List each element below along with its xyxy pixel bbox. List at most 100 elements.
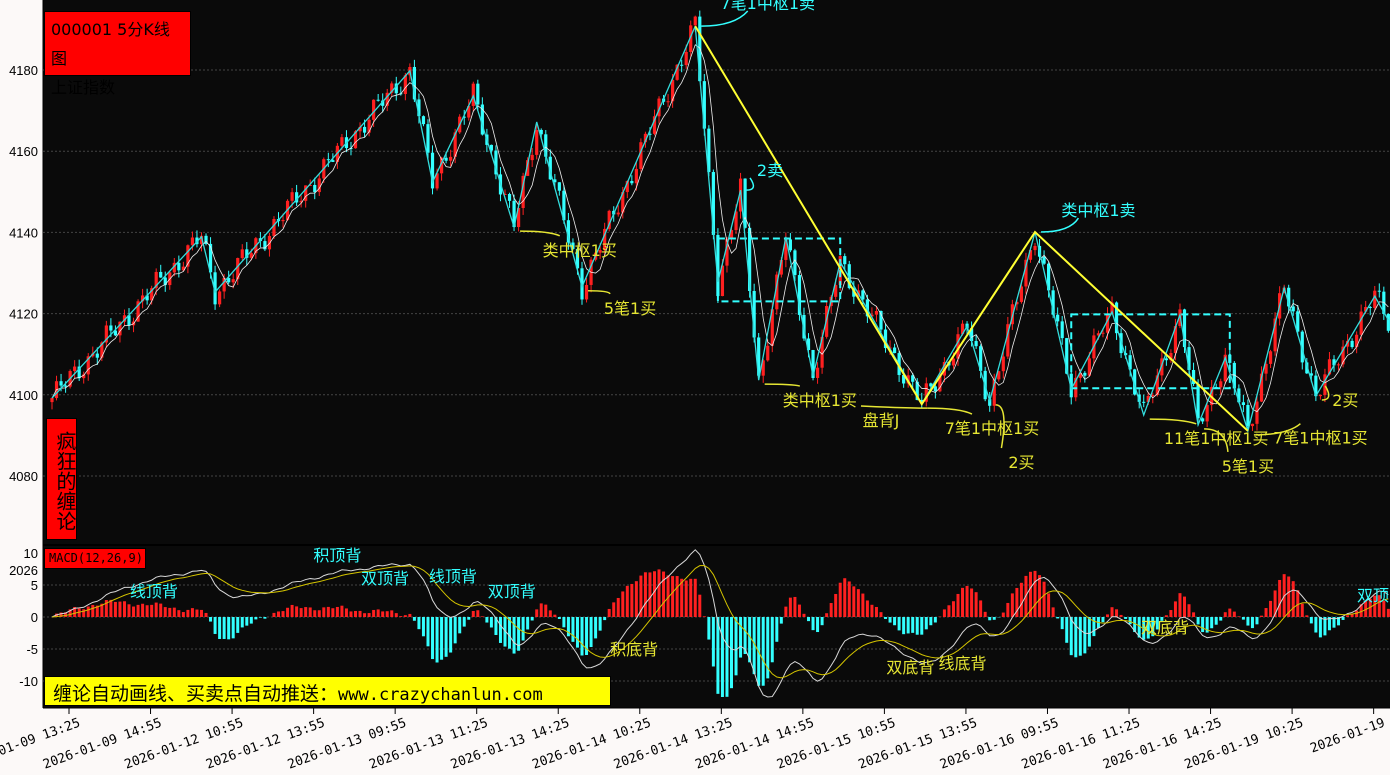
macd-bar xyxy=(1296,590,1300,617)
divergence-label: 双顶背 xyxy=(361,569,409,588)
macd-bar xyxy=(988,617,992,621)
macd-bar xyxy=(684,580,688,617)
signal-label-arrow xyxy=(1321,385,1330,401)
macd-bar xyxy=(1201,617,1205,633)
candle-body xyxy=(797,275,802,315)
divergence-label: 线顶背 xyxy=(429,567,477,586)
signal-label-arrow xyxy=(995,404,1005,449)
candle-body xyxy=(1377,290,1381,292)
candle-body xyxy=(1345,340,1350,347)
macd-bar xyxy=(412,617,416,621)
macd-bar xyxy=(376,609,380,617)
candle-body xyxy=(421,116,426,125)
macd-bar xyxy=(1327,617,1331,631)
macd-extra-label: 2026 xyxy=(9,563,38,578)
candle-body xyxy=(1386,313,1390,331)
candle-body xyxy=(720,265,725,297)
macd-bar xyxy=(159,603,163,617)
bi-stroke-line xyxy=(51,25,1389,434)
macd-bar xyxy=(920,617,924,635)
candle-body xyxy=(331,160,335,162)
candle-body xyxy=(136,301,140,322)
candle-body xyxy=(449,156,453,161)
candle-body xyxy=(680,64,684,66)
macd-bar xyxy=(852,586,856,617)
candle-body xyxy=(639,142,643,169)
macd-bar xyxy=(1119,614,1123,617)
macd-bar xyxy=(308,607,312,617)
macd-indicator-label[interactable]: MACD(12,26,9) xyxy=(44,548,146,569)
macd-bar xyxy=(209,617,213,622)
promo-banner[interactable]: 缠论自动画线、买卖点自动推送：www.crazychanlun.com xyxy=(44,676,611,706)
macd-bar xyxy=(1173,601,1177,617)
candle-body xyxy=(1327,359,1332,375)
candle-body xyxy=(462,116,466,118)
candle-body xyxy=(1110,302,1114,315)
candle-body xyxy=(521,175,525,209)
macd-bar xyxy=(902,617,906,635)
macd-bar xyxy=(1232,611,1236,617)
candle-body xyxy=(1241,402,1245,405)
candle-body xyxy=(929,383,933,387)
price-tick-label: 4160 xyxy=(9,144,38,159)
macd-bar xyxy=(1377,595,1381,617)
macd-bar xyxy=(68,609,72,617)
macd-bar xyxy=(1033,570,1037,617)
candle-body xyxy=(100,342,104,358)
candle-body xyxy=(1015,301,1019,305)
candle-body xyxy=(526,160,530,176)
macd-bar xyxy=(372,609,376,617)
candle-body xyxy=(938,375,942,392)
candle-body xyxy=(911,375,915,382)
candle-body xyxy=(621,192,625,213)
candle-body xyxy=(1368,306,1372,308)
macd-bar xyxy=(1115,609,1119,617)
macd-bar xyxy=(281,611,285,617)
candle-body xyxy=(1164,358,1168,361)
macd-bar xyxy=(163,607,167,617)
macd-bar xyxy=(1001,612,1005,617)
macd-bar xyxy=(1350,613,1354,617)
macd-bar xyxy=(95,605,99,617)
candle-body xyxy=(775,274,779,310)
macd-bar xyxy=(1187,604,1191,617)
macd-bar xyxy=(693,578,697,617)
candle-body xyxy=(806,338,811,351)
candle-body xyxy=(834,285,838,297)
macd-bar xyxy=(911,617,915,633)
banner-url[interactable]: www.crazychanlun.com xyxy=(338,685,543,705)
candle-body xyxy=(1033,245,1037,251)
candle-body xyxy=(734,211,738,231)
macd-bar xyxy=(888,617,892,623)
candle-body xyxy=(1060,321,1064,339)
macd-bar xyxy=(652,571,656,617)
candle-body xyxy=(109,325,113,331)
macd-bar xyxy=(498,617,502,643)
candle-body xyxy=(548,156,552,180)
macd-bar xyxy=(607,608,611,617)
macd-bar xyxy=(199,609,203,617)
macd-bar xyxy=(1318,617,1322,638)
macd-bar xyxy=(571,617,575,642)
macd-bar xyxy=(1056,617,1060,619)
macd-bar xyxy=(1060,617,1064,630)
macd-bar xyxy=(313,610,317,617)
candle-body xyxy=(50,398,54,403)
candle-body xyxy=(1364,306,1368,312)
macd-bar xyxy=(118,601,122,617)
candle-body xyxy=(1223,354,1227,382)
candle-body xyxy=(675,64,679,80)
macd-bar xyxy=(915,617,919,635)
signal-label: 盘背J xyxy=(863,411,900,430)
candle-body xyxy=(186,245,190,267)
candle-body xyxy=(784,239,788,260)
candle-body xyxy=(1250,423,1255,427)
signal-label-arrow xyxy=(860,405,928,409)
signal-label-arrow xyxy=(1204,428,1229,453)
signal-label: 7笔1中枢1买 xyxy=(1273,429,1368,448)
macd-bar xyxy=(861,593,865,617)
candle-body xyxy=(1336,364,1341,366)
candle-body xyxy=(553,179,557,183)
macd-bar xyxy=(544,604,548,617)
macd-bar xyxy=(793,596,797,617)
